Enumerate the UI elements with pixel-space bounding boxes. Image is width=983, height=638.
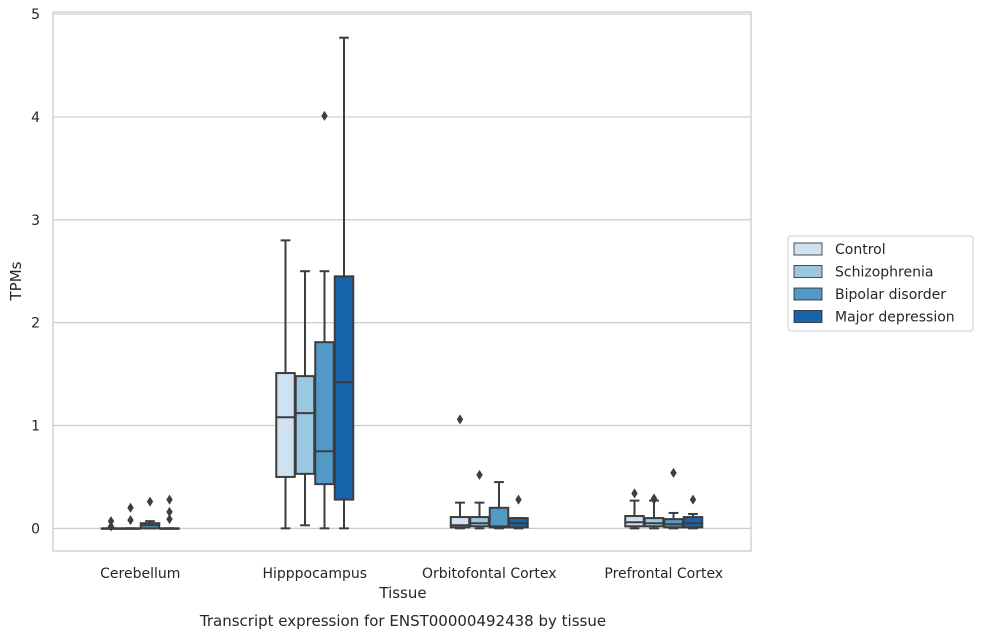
legend: Control Schizophrenia Bipolar disorder Majo… [787,235,974,332]
box [624,488,645,530]
legend-label: Schizophrenia [835,265,933,281]
box-iqr [294,375,316,475]
series-control [100,239,645,532]
box-iqr [314,341,335,486]
outlier-marker [166,506,173,517]
y-tick-label: 1 [31,419,40,435]
box-iqr [488,506,510,529]
outlier-marker [146,496,154,507]
outlier-marker [321,110,328,121]
box-iqr [333,275,355,501]
x-tick-label: Cerebellum [100,566,180,582]
outlier-marker [107,516,115,527]
outlier-marker [515,494,522,505]
x-tick-label: Prefrontal Cortex [604,566,723,582]
legend-label: Major depression [835,310,955,326]
box [314,110,335,530]
box [100,516,122,532]
plot-area [52,11,752,552]
legend-swatch [793,287,823,301]
box [682,494,704,530]
legend-item: Control [793,242,886,258]
outlier-marker [631,488,638,499]
box [159,494,180,530]
box [294,270,316,527]
box-iqr [624,515,645,528]
box-iqr [469,516,490,528]
x-axis-label: Tissue [378,584,426,602]
outlier-marker [670,467,677,478]
x-tick-label: Hipppocampus [262,566,367,582]
y-tick-label: 4 [31,110,40,126]
legend-swatch [793,265,823,278]
series-schizophrenia [120,270,665,530]
outlier-marker [107,521,115,532]
legend-item: Schizophrenia [793,265,933,281]
y-tick-label: 2 [31,316,40,332]
box-iqr [682,516,704,529]
box [139,496,161,530]
legend-label: Bipolar disorder [835,287,946,303]
legend-label: Control [835,242,886,258]
chart-title: Transcript expression for ENST0000049243… [199,612,606,630]
box-iqr [643,517,665,528]
outlier-marker [127,515,134,526]
legend-swatch [793,242,823,256]
box [120,502,141,530]
x-axis-ticks: Cerebellum Hipppocampus Orbitofontal Corte… [100,566,723,582]
box-iqr [275,372,296,478]
y-axis-label: TPMs [7,261,25,301]
outlier-marker [166,514,173,525]
outlier-marker [456,414,464,425]
outlier-marker [127,502,134,513]
box [663,467,684,530]
box [333,36,355,530]
y-tick-label: 3 [31,213,40,229]
outlier-marker [476,469,483,480]
outlier-marker [689,494,697,505]
series-major-depression [159,36,704,530]
y-tick-label: 5 [31,7,40,23]
series-bipolar-disorder [139,110,684,530]
x-tick-label: Orbitofontal Cortex [422,566,557,582]
box-iqr [663,518,684,529]
outlier-marker [650,493,658,504]
legend-item: Bipolar disorder [793,287,946,303]
y-axis-ticks: 0 1 2 3 4 5 [31,7,40,537]
legend-frame [787,235,974,332]
boxes [100,36,704,532]
outlier-marker [166,494,173,505]
legend-swatch [793,310,823,323]
box [643,493,665,530]
y-tick-label: 0 [31,521,40,537]
legend-item: Major depression [793,310,955,326]
box [508,494,529,530]
